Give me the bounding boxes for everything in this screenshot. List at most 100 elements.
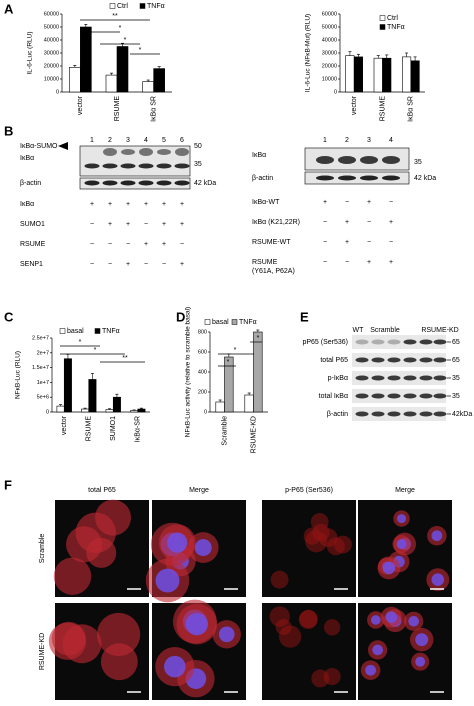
y-tick-label: 0: [46, 409, 49, 415]
blot-band: [360, 175, 378, 181]
blot-band: [403, 393, 417, 399]
condition-sign: +: [323, 199, 327, 206]
condition-sign: −: [323, 259, 327, 266]
nucleus: [218, 626, 235, 643]
nucleus: [397, 514, 407, 524]
row-label: β-actin: [327, 411, 348, 418]
blot-band: [433, 393, 447, 399]
legend-swatch: [94, 328, 101, 334]
y-tick-label: 60000: [44, 11, 59, 17]
blot-band: [120, 163, 136, 169]
blot-band: [419, 339, 433, 345]
blot-band: [419, 375, 433, 381]
x-tick-label: vector: [61, 415, 68, 435]
legend-label: basal: [212, 319, 229, 326]
nucleus: [185, 612, 209, 636]
lane-number: 6: [180, 137, 184, 144]
column-header: Merge: [395, 487, 415, 494]
x-tick-label: RSUME: [86, 416, 93, 442]
blot-band: [403, 375, 417, 381]
significance-mark: *: [119, 25, 122, 32]
cell: [96, 612, 141, 657]
cell: [48, 622, 87, 660]
y-tick-label: 40000: [44, 37, 59, 43]
y-tick-label: 20000: [322, 63, 337, 69]
blot-band: [433, 357, 447, 363]
condition-label: RSUME: [20, 241, 46, 248]
blot-band: [120, 180, 136, 186]
condition-sign: −: [108, 261, 112, 268]
blot-band: [355, 375, 369, 381]
bar: [63, 358, 72, 413]
condition-label: RSUME-WT: [252, 239, 291, 246]
bar: [105, 74, 118, 93]
bar: [142, 81, 154, 93]
bar: [130, 410, 139, 413]
bar: [410, 60, 420, 93]
blot-band: [139, 148, 153, 156]
condition-sign: +: [126, 261, 130, 268]
condition-sign: −: [144, 261, 148, 268]
blot-band: [433, 375, 447, 381]
size-marker: 35: [452, 375, 460, 382]
panel-letter: E: [300, 309, 309, 324]
legend-swatch: [379, 24, 386, 30]
legend-swatch: [139, 3, 146, 9]
condition-sign: −: [367, 239, 371, 246]
y-tick-label: 1e+7: [37, 380, 49, 386]
condition-sign: +: [162, 221, 166, 228]
size-marker: 35: [452, 393, 460, 400]
nucleus: [396, 539, 407, 550]
bar: [116, 46, 129, 93]
x-tick-label: vector: [351, 95, 358, 115]
bar: [105, 409, 114, 413]
size-marker: 65: [452, 357, 460, 364]
blot-band: [403, 411, 417, 417]
size-marker: 42 kDa: [194, 180, 216, 187]
x-tick-label: IκBα SR: [151, 96, 158, 122]
blot-band: [338, 156, 356, 164]
y-tick-label: 60000: [322, 11, 337, 17]
cell: [323, 667, 341, 686]
blot-band: [174, 163, 190, 169]
blot: [304, 147, 410, 171]
row-label: p-IκBα: [328, 375, 348, 382]
cell: [323, 619, 341, 636]
cell: [95, 499, 132, 536]
row-label: total P65: [320, 357, 348, 364]
bar: [373, 57, 383, 93]
condition-label: SUMO1: [20, 221, 45, 228]
bar: [88, 379, 97, 413]
band-label: IκBα-SUMO: [20, 143, 58, 150]
x-tick-label: Scramble: [221, 416, 228, 446]
group-label: WT: [353, 327, 365, 334]
y-tick-label: 20000: [44, 63, 59, 69]
legend-label: TNFα: [239, 319, 257, 326]
nucleus: [370, 615, 381, 625]
nucleus: [164, 655, 186, 678]
size-marker: 35: [194, 161, 202, 168]
condition-sign: +: [389, 219, 393, 226]
blot-band: [103, 148, 117, 156]
cell: [53, 557, 92, 595]
blot-band: [371, 411, 385, 417]
bar: [353, 56, 363, 93]
y-tick-label: 2.5e+7: [32, 335, 49, 341]
y-tick-label: 1.5e+7: [32, 365, 49, 371]
legend-label: basal: [67, 328, 84, 335]
y-tick-label: 30000: [44, 50, 59, 56]
x-tick-label: SUMO1: [110, 416, 117, 441]
row-label: pP65 (Ser536): [302, 339, 348, 346]
legend-swatch: [109, 3, 116, 9]
cell: [270, 570, 289, 589]
size-marker: 35: [414, 159, 422, 166]
lane-number: 5: [162, 137, 166, 144]
blot-band: [84, 163, 100, 169]
group-label: Scramble: [370, 327, 400, 334]
nucleus: [415, 656, 426, 667]
condition-sign: −: [389, 199, 393, 206]
blot-band: [371, 375, 385, 381]
nucleus: [155, 568, 180, 593]
bar: [382, 57, 392, 93]
blot-band: [433, 339, 447, 345]
